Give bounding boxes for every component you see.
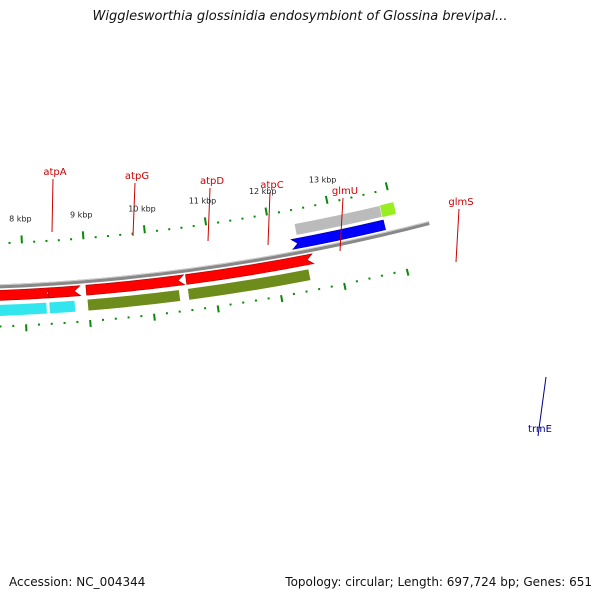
gene-atpD-leader [207,187,211,242]
gene-atpC-label[interactable]: atpC [260,180,283,191]
gene-glmS-leader [455,208,460,263]
cog-band-atpC [48,299,77,315]
ruler-major-tick [142,225,146,234]
ruler-major-tick [324,195,329,204]
cog-band-glmU [86,288,182,312]
ruler-major-tick [384,182,389,191]
gene-trmE[interactable] [290,219,386,250]
gene-glmU-label[interactable]: glmU [332,186,358,197]
backbone-line [0,221,430,289]
gene-glmS[interactable] [185,253,315,285]
ruler-label: 10 kbp [128,204,156,213]
gene-trmE-leader [537,376,547,437]
gene-glmU-leader [339,197,344,252]
outer-major-tick [89,319,92,328]
gene-glmS-label[interactable]: glmS [448,197,473,208]
ruler-label: 9 kbp [70,210,92,219]
gene-atpA-leader [51,178,54,233]
outer-major-tick [405,268,410,276]
backbone-track [0,221,430,289]
ruler-major-tick [81,231,85,240]
backbone-highlight [0,221,429,286]
outer-major-tick [153,313,156,321]
gene-atpC[interactable] [47,285,82,299]
gene-glmU[interactable] [85,274,186,296]
ruler-label: 13 kbp [309,175,337,184]
gene-atpA-label[interactable]: atpA [43,167,66,178]
gene-atpD-label[interactable]: atpD [200,176,224,187]
outer-major-tick [216,305,220,313]
gene-atpD[interactable] [0,287,54,302]
gene-track [0,219,386,302]
cog-band-atpD [0,301,49,317]
ruler-major-tick [203,217,208,226]
gene-trmE-label[interactable]: trmE [528,424,552,435]
ruler-label: 11 kbp [189,197,217,206]
gene-atpG-leader [132,182,136,237]
genome-summary-text: Topology: circular; Length: 697,724 bp; … [285,575,592,589]
outer-major-tick [343,282,347,291]
cog-band-partial [379,202,397,218]
map-title: Wigglesworthia glossinidia endosymbiont … [92,9,508,24]
label-layer: atpAatpGatpDatpCglmUglmStrmE5 kbp6 kbp7 … [9,167,552,437]
gene-atpG-label[interactable]: atpG [125,171,149,182]
gene-atpC-leader [267,191,271,246]
tick-track [0,182,410,332]
ruler-label: 8 kbp [9,214,31,223]
cog-track [0,202,397,317]
accession-text: Accession: NC_004344 [9,575,146,589]
ruler-label: 12 kbp [249,187,277,196]
ruler-major-tick [264,207,268,216]
outer-major-tick [280,295,284,303]
cog-band-glmS [186,268,312,301]
